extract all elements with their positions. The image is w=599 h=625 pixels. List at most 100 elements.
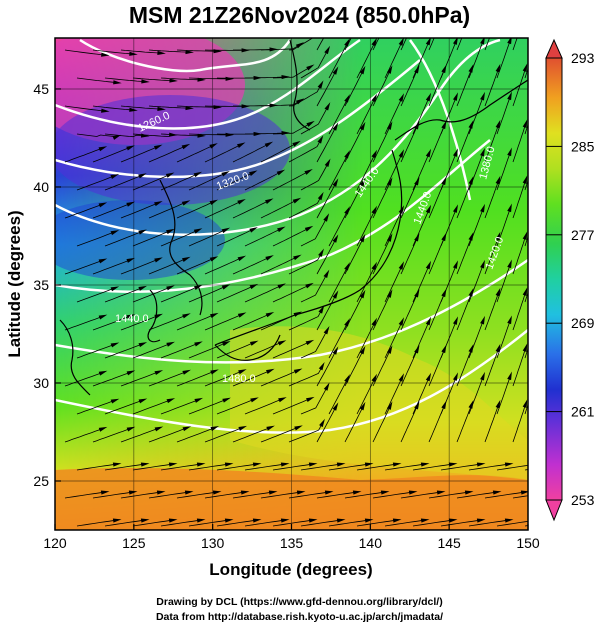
streamline xyxy=(428,292,445,331)
streamline xyxy=(76,231,115,247)
streamline xyxy=(400,181,418,219)
streamline-arrowhead xyxy=(425,316,432,326)
streamline-arrowhead xyxy=(308,518,318,523)
streamline-arrowhead xyxy=(209,199,219,206)
streamline xyxy=(92,259,131,275)
streamline xyxy=(496,464,528,471)
streamline-arrowhead xyxy=(392,518,402,523)
streamline-arrowhead xyxy=(304,225,314,232)
streamline-arrowhead xyxy=(507,259,512,269)
y-tick-label: 25 xyxy=(33,473,49,489)
streamline-arrowhead xyxy=(280,518,290,523)
streamline-arrowhead xyxy=(520,490,528,495)
streamline xyxy=(456,38,463,51)
streamline-arrowhead xyxy=(128,490,138,495)
streamline xyxy=(216,285,254,303)
streamline xyxy=(484,491,525,499)
colorbar-tick-label: 285 xyxy=(571,138,595,154)
streamline xyxy=(496,520,528,527)
streamline-arrowhead xyxy=(154,370,164,376)
streamline xyxy=(132,463,173,471)
streamline xyxy=(132,230,171,247)
streamline xyxy=(245,76,286,79)
streamline-arrowhead xyxy=(98,314,108,320)
streamline xyxy=(428,404,445,443)
streamline xyxy=(245,132,286,135)
streamline-arrowhead xyxy=(266,368,275,374)
streamline-arrowhead xyxy=(420,518,430,523)
streamline-arrowhead xyxy=(380,490,390,495)
streamline xyxy=(512,291,527,331)
streamline-arrowhead xyxy=(441,176,447,186)
streamline xyxy=(372,69,391,107)
x-tick-label: 145 xyxy=(437,535,461,551)
streamline xyxy=(120,105,161,110)
streamline-arrowhead xyxy=(468,176,474,185)
streamline xyxy=(400,69,418,107)
streamline xyxy=(372,237,391,275)
x-tick-label: 120 xyxy=(43,535,67,551)
streamline xyxy=(64,147,103,163)
colorbar-tick-label: 253 xyxy=(571,492,595,508)
streamline xyxy=(400,237,418,275)
streamline-arrowhead xyxy=(318,305,325,314)
streamline-arrowhead xyxy=(323,326,330,335)
streamline xyxy=(384,519,425,527)
grid-lines xyxy=(55,38,528,530)
streamline-arrowhead xyxy=(154,426,164,432)
streamline-arrowhead xyxy=(154,257,163,263)
streamline xyxy=(288,491,329,499)
streamline xyxy=(300,50,329,79)
streamline-arrowhead xyxy=(141,79,150,84)
streamline xyxy=(356,266,376,303)
streamline xyxy=(120,491,161,499)
y-tick-label: 45 xyxy=(33,81,49,97)
streamline xyxy=(456,404,472,443)
streamline xyxy=(484,236,500,275)
streamline-arrowhead xyxy=(101,52,110,57)
streamline xyxy=(132,519,173,527)
streamline xyxy=(176,49,218,52)
streamline xyxy=(64,105,105,112)
y-tick-label: 30 xyxy=(33,375,49,391)
streamline xyxy=(176,105,218,108)
streamline-arrowhead xyxy=(495,231,501,241)
streamline-arrowhead xyxy=(359,401,366,411)
streamline xyxy=(92,146,131,163)
colorbar-tick-label: 293 xyxy=(571,50,595,66)
streamline-arrowhead xyxy=(209,256,219,262)
streamline-arrowhead xyxy=(332,122,339,131)
streamline xyxy=(188,463,229,471)
streamline-arrowhead xyxy=(480,315,485,325)
streamline xyxy=(344,491,385,499)
streamline xyxy=(120,371,159,387)
streamline xyxy=(92,491,133,499)
streamline xyxy=(204,427,243,443)
streamline-arrowhead xyxy=(492,490,502,495)
streamline-arrowhead xyxy=(194,341,203,347)
streamline-arrowhead xyxy=(425,372,432,382)
streamline-arrowhead xyxy=(249,227,258,233)
streamline xyxy=(76,77,117,83)
streamline-arrowhead xyxy=(249,340,259,346)
streamline xyxy=(176,257,214,275)
streamline-arrowhead xyxy=(448,518,458,523)
streamline-arrowhead xyxy=(221,171,230,177)
streamline-arrowhead xyxy=(507,371,512,381)
streamline xyxy=(316,38,325,51)
streamline-arrowhead xyxy=(265,311,275,318)
streamline xyxy=(372,491,413,499)
x-tick-label: 130 xyxy=(201,535,225,551)
streamline-arrowhead xyxy=(110,398,120,404)
streamline xyxy=(272,463,313,471)
streamline-arrowhead xyxy=(182,313,191,319)
streamline xyxy=(160,229,198,247)
streamline-arrowhead xyxy=(268,490,278,495)
streamline-arrowhead xyxy=(414,288,420,298)
streamline xyxy=(76,343,115,359)
streamline xyxy=(216,398,255,415)
streamline xyxy=(260,142,297,163)
x-tick-label: 135 xyxy=(280,535,304,551)
streamline xyxy=(244,228,282,247)
streamline xyxy=(272,519,313,527)
